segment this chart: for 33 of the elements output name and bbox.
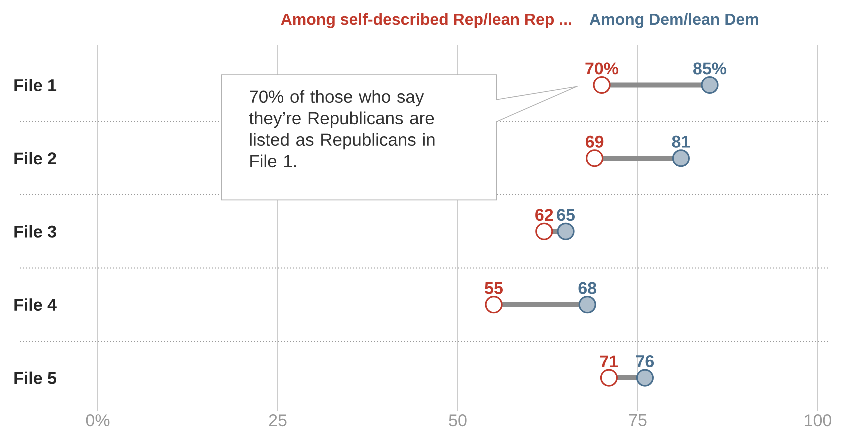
x-tick-label: 25 [269,414,287,427]
data-label: 62 [536,209,554,222]
x-tick-label: 100 [805,414,832,427]
y-tick-label: File 5 [14,372,57,384]
point [672,150,690,168]
y-tick-label: File 1 [14,79,57,92]
point [578,296,596,314]
data-label: 81 [672,136,690,148]
point [636,369,654,387]
data-label: 65 [557,209,575,222]
annotation: 70% of those who say they’re Republicans are listed as Republicans in File 1. [249,90,435,168]
point [485,296,503,314]
y-tick-label: File 3 [14,225,56,238]
data-label: 68 [578,282,597,294]
point [586,150,604,168]
x-tick-label: 75 [629,414,647,426]
data-label: 85% [694,62,727,75]
text: Among Dem/lean Dem [590,13,758,28]
data-label: 76 [636,355,654,368]
x-tick-label: 50 [449,414,467,427]
point [557,222,575,240]
data-label: 71 [600,356,618,368]
text: Among self-described Rep/lean Rep ... [281,13,572,28]
y-tick-label: File 2 [14,152,56,165]
point [600,369,618,387]
data-label: 70% [586,62,619,75]
data-label: 69 [586,136,604,148]
x-tick-label: 0% [86,414,110,427]
point [593,76,611,94]
point [701,76,719,94]
data-label: 55 [485,282,503,294]
y-tick-label: File 4 [14,298,57,312]
point [536,222,554,240]
